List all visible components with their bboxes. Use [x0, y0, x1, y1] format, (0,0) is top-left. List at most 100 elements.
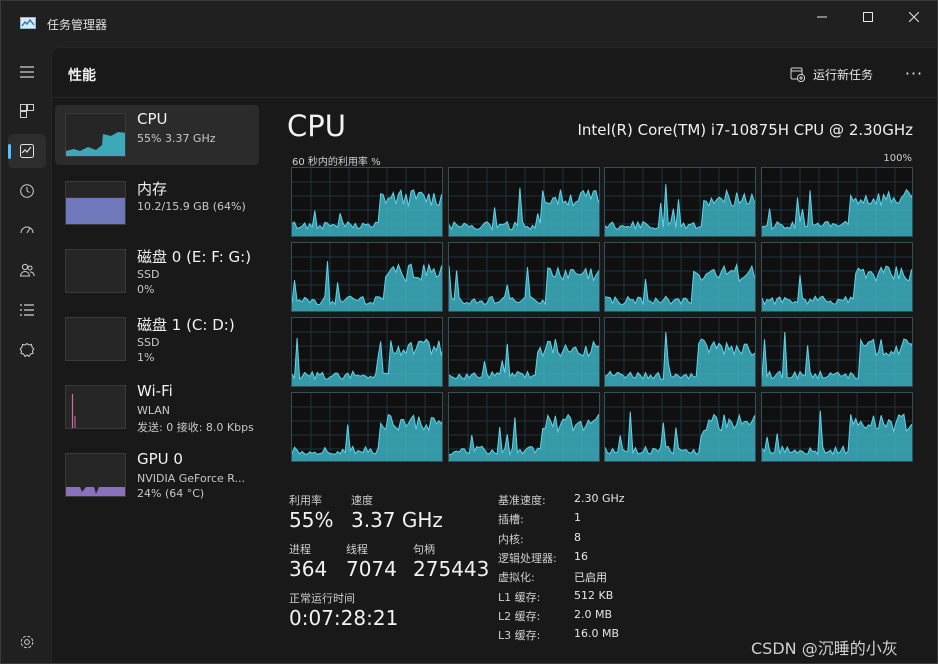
nav-details[interactable] [8, 293, 46, 327]
settings-icon [20, 635, 34, 649]
cpu-info-value: 8 [574, 530, 581, 544]
device-name: 内存 [137, 180, 168, 198]
more-options-button[interactable]: ··· [902, 61, 926, 85]
page-header: 性能 运行新任务 ··· [52, 48, 937, 98]
device-thumbnail-graph [65, 385, 126, 429]
nav-performance[interactable] [8, 134, 46, 168]
cpu-info-key: 逻辑处理器: [498, 551, 557, 565]
cpu-info-key: L3 缓存: [498, 629, 541, 643]
menu-icon [20, 66, 34, 78]
cpu-info-key: 插槽: [498, 513, 524, 527]
device-name: 磁盘 0 (E: F: G:) [137, 248, 252, 266]
device-disk-0[interactable]: 磁盘 0 (E: F: G:) SSD 0% [55, 241, 259, 301]
device-cpu[interactable]: CPU 55% 3.37 GHz [55, 105, 259, 165]
cpu-model: Intel(R) Core(TM) i7-10875H CPU @ 2.30GH… [577, 121, 914, 139]
performance-icon [20, 144, 34, 158]
device-subtitle: SSD [137, 268, 160, 281]
cpu-info-value: 已启用 [574, 571, 607, 585]
minimize-button[interactable] [799, 1, 845, 33]
close-icon [909, 12, 919, 22]
cpu-info-value: 1 [574, 511, 581, 525]
nav-services[interactable] [8, 333, 46, 367]
cpu-info-key: L2 缓存: [498, 609, 541, 623]
processes-icon [20, 104, 34, 118]
handles-value: 275443 [413, 557, 490, 581]
run-new-task-label: 运行新任务 [813, 67, 874, 82]
more-options-label: ··· [904, 63, 924, 83]
page-title: 性能 [68, 68, 96, 84]
cpu-info-value: 2.0 MB [574, 607, 613, 621]
logical-processor-graph [447, 242, 600, 312]
logical-processor-graph [760, 167, 913, 237]
logical-processor-graph [604, 392, 756, 462]
logical-processor-graph [291, 317, 443, 387]
logical-processor-graph [760, 317, 913, 387]
device-thumbnail-graph [65, 181, 126, 225]
app-history-icon [20, 184, 34, 198]
maximize-button[interactable] [845, 1, 891, 33]
handles-label: 句柄 [413, 543, 435, 556]
users-icon [19, 263, 35, 277]
navigation-rail [1, 45, 51, 663]
nav-processes[interactable] [8, 94, 46, 128]
processes-label: 进程 [289, 543, 311, 556]
device-name: Wi-Fi [137, 382, 173, 400]
device-gpu-0[interactable]: GPU 0 NVIDIA GeForce R... 24% (64 °C) [55, 445, 259, 505]
device-name: GPU 0 [137, 450, 183, 468]
window-title: 任务管理器 [47, 18, 108, 32]
watermark: CSDN @沉睡的小灰 [751, 639, 898, 658]
device-detail: 24% (64 °C) [137, 487, 205, 500]
startup-apps-icon [20, 226, 34, 234]
cpu-info-value: 2.30 GHz [574, 492, 625, 505]
cpu-info-key: 基准速度: [498, 494, 546, 507]
device-detail: 发送: 0 接收: 8.0 Kbps [137, 421, 254, 434]
maximize-icon [863, 12, 873, 22]
nav-settings[interactable] [8, 627, 46, 657]
device-name: CPU [137, 110, 168, 128]
device-subtitle: 55% 3.37 GHz [137, 132, 216, 145]
logical-processor-graph [604, 167, 756, 237]
threads-value: 7074 [346, 557, 397, 581]
run-new-task-icon [790, 67, 805, 82]
details-icon [20, 304, 34, 316]
uptime-label: 正常运行时间 [289, 592, 355, 605]
cpu-core-graphs[interactable] [291, 167, 913, 463]
device-list: CPU 55% 3.37 GHz 内存 10.2/15.9 GB (64%) 磁盘 0 … [55, 105, 261, 513]
logical-processor-graph [604, 242, 756, 312]
device-detail: 0% [137, 283, 155, 296]
device-memory[interactable]: 内存 10.2/15.9 GB (64%) [55, 173, 259, 233]
logical-processor-graph [760, 242, 913, 312]
cpu-info-key: L1 缓存: [498, 590, 541, 604]
services-icon [19, 342, 35, 358]
menu-button[interactable] [8, 55, 46, 89]
task-manager-app-icon [20, 17, 36, 29]
uptime-value: 0:07:28:21 [289, 606, 399, 630]
processes-value: 364 [289, 557, 328, 581]
speed-value: 3.37 GHz [351, 508, 443, 532]
nav-app-history[interactable] [8, 174, 46, 208]
device-name: 磁盘 1 (C: D:) [137, 316, 235, 334]
logical-processor-graph [447, 167, 600, 237]
utilization-value: 55% [289, 508, 334, 532]
close-button[interactable] [891, 1, 937, 33]
device-detail: 1% [137, 351, 155, 364]
device-thumbnail-graph [65, 249, 126, 293]
logical-processor-graph [291, 167, 443, 237]
cpu-heading: CPU [287, 109, 346, 143]
device-wifi[interactable]: Wi-Fi WLAN 发送: 0 接收: 8.0 Kbps [55, 377, 259, 437]
nav-startup-apps[interactable] [8, 213, 46, 247]
threads-label: 线程 [346, 543, 368, 556]
device-subtitle: 10.2/15.9 GB (64%) [137, 200, 246, 213]
device-subtitle: WLAN [137, 404, 171, 417]
nav-users[interactable] [8, 253, 46, 287]
device-disk-1[interactable]: 磁盘 1 (C: D:) SSD 1% [55, 309, 259, 369]
cpu-info-key: 虚拟化: [498, 571, 535, 585]
logical-processor-graph [604, 317, 756, 387]
graph-axis-label: 60 秒内的利用率 % [292, 157, 381, 168]
logical-processor-graph [760, 392, 913, 462]
cpu-info-key: 内核: [498, 532, 524, 546]
active-indicator [8, 144, 11, 159]
cpu-info-value: 16 [574, 549, 588, 563]
run-new-task-button[interactable]: 运行新任务 [790, 63, 873, 85]
